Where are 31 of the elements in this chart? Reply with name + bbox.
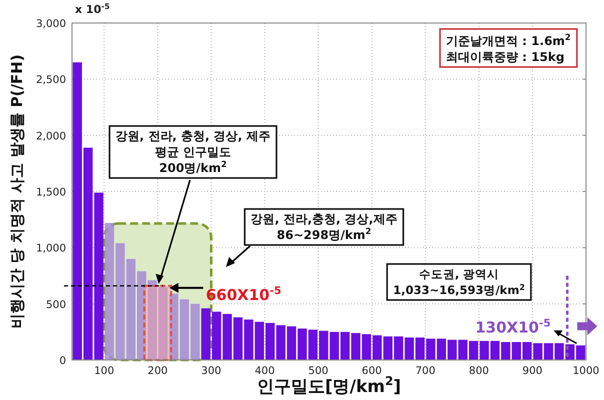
x-tick-label: 300: [201, 365, 222, 377]
y-tick-label: 1,000: [36, 242, 66, 255]
annotation: 강원, 전라, 충청, 경상, 제주: [116, 129, 270, 143]
y-tick-label: 2,000: [36, 130, 66, 142]
annotation: 최대이륙중량 : 15kg: [446, 50, 564, 64]
annotation: 평균 인구밀도: [154, 145, 232, 159]
x-tick-label: 100: [94, 365, 114, 377]
x-axis-title: 인구밀도[명/km$^{2}$]: [256, 374, 402, 397]
annotation: 130X10$^{-5}$: [475, 317, 551, 336]
annotation: 200명/km$^{2}$: [159, 159, 228, 175]
x-tick-label: 500: [308, 365, 328, 377]
annotation: 강원, 전라,충청, 경상,제주: [250, 212, 398, 226]
annotation: 기준날개면적 : 1.6m$^{2}$: [446, 32, 571, 48]
y-tick-label: 500: [46, 298, 66, 311]
x-tick-label: 400: [254, 365, 275, 377]
y-tick-label: 0: [59, 355, 66, 367]
x-tick-label: 1000: [572, 365, 600, 377]
y-axis-title: 비행시간 당 치명적 사고 발생률 P(/FH): [8, 54, 26, 329]
y-tick-label: 3,000: [36, 18, 66, 30]
x-tick-label: 800: [468, 365, 489, 377]
x-tick-label: 200: [148, 365, 168, 377]
annotation: 수도권, 광역시: [418, 267, 500, 281]
y-tick-label: 1,500: [36, 186, 66, 198]
x-tick-label: 900: [522, 365, 542, 377]
y-tick-label: 2,500: [36, 74, 66, 86]
x-tick-label: 700: [415, 365, 436, 377]
annotation: 86~298명/km$^{2}$: [276, 226, 372, 242]
text: x 10$^{-5}$: [75, 2, 110, 16]
x-tick-label: 600: [362, 365, 382, 377]
ref-line-label: 660X10$^{-5}$: [206, 284, 282, 304]
annotation: 1,033~16,593명/km$^{2}$: [393, 282, 525, 297]
